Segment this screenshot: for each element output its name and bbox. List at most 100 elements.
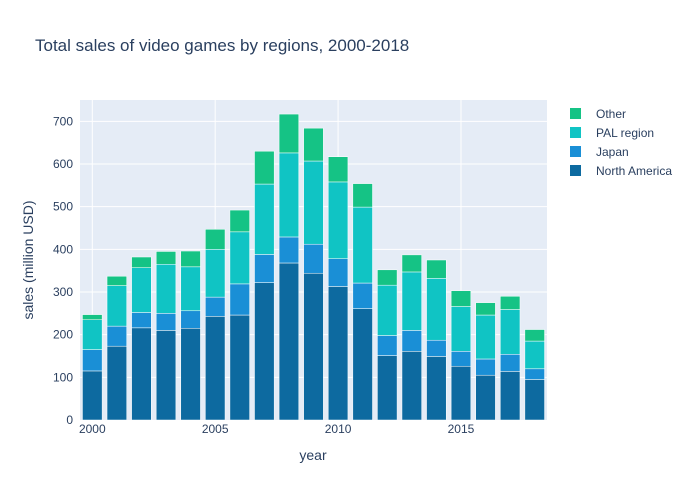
bar-segment[interactable] (82, 370, 103, 421)
bar-segment[interactable] (327, 258, 349, 287)
bar-segment[interactable] (377, 269, 398, 286)
bar-segment[interactable] (229, 231, 250, 285)
bar-segment[interactable] (303, 272, 324, 421)
bar-segment[interactable] (106, 345, 127, 421)
legend-item[interactable]: North America (570, 164, 672, 178)
bar-segment[interactable] (155, 330, 177, 421)
bar-segment[interactable] (524, 340, 545, 370)
bar-segment[interactable] (180, 310, 201, 329)
bar-segment[interactable] (426, 259, 447, 279)
y-tick-label: 400 (53, 242, 73, 256)
bar-segment[interactable] (106, 325, 127, 347)
bar-segment[interactable] (205, 316, 226, 421)
bar-segment[interactable] (426, 339, 447, 357)
bar-segment[interactable] (475, 374, 496, 421)
bar-segment[interactable] (401, 254, 422, 273)
bar-segment[interactable] (131, 256, 152, 268)
series-pal-region (82, 152, 545, 370)
bar-segment[interactable] (450, 290, 472, 307)
bar-segment[interactable] (475, 314, 496, 360)
bar-segment[interactable] (327, 156, 349, 183)
bar-segment[interactable] (401, 271, 422, 331)
bar-segment[interactable] (327, 286, 349, 421)
bar-segment[interactable] (352, 282, 373, 309)
bar-segment[interactable] (377, 284, 398, 336)
bar-segment[interactable] (500, 309, 521, 355)
legend-label: PAL region (596, 126, 654, 140)
bar-segment[interactable] (205, 249, 226, 298)
bar-segment[interactable] (450, 306, 472, 352)
bar-segment[interactable] (254, 254, 275, 283)
bar-segment[interactable] (426, 356, 447, 421)
y-axis-ticks: 0 100 200 300 400 500 600 700 (53, 114, 73, 427)
legend-item[interactable]: Other (570, 107, 626, 121)
x-tick-label: 2010 (325, 422, 352, 436)
bar-segment[interactable] (401, 330, 422, 352)
bar-segment[interactable] (106, 275, 127, 286)
bar-segment[interactable] (180, 250, 201, 268)
y-tick-label: 100 (53, 370, 73, 384)
bar-segment[interactable] (475, 302, 496, 316)
y-tick-label: 600 (53, 157, 73, 171)
legend-label: North America (596, 164, 672, 178)
legend[interactable]: Other PAL region Japan North America (570, 107, 672, 178)
bar-segment[interactable] (82, 314, 103, 320)
bar-segment[interactable] (229, 314, 250, 421)
x-tick-label: 2000 (79, 422, 106, 436)
legend-item[interactable]: Japan (570, 145, 629, 159)
bar-segment[interactable] (278, 236, 300, 264)
bar-segment[interactable] (303, 127, 324, 162)
bars (82, 113, 545, 421)
bar-segment[interactable] (229, 209, 250, 233)
bar-segment[interactable] (303, 243, 324, 274)
chart-title: Total sales of video games by regions, 2… (35, 36, 409, 55)
bar-segment[interactable] (155, 251, 177, 265)
bar-segment[interactable] (500, 354, 521, 372)
bar-segment[interactable] (278, 152, 300, 238)
bar-segment[interactable] (205, 296, 226, 317)
bar-segment[interactable] (303, 160, 324, 245)
bar-segment[interactable] (524, 329, 545, 342)
bar-segment[interactable] (229, 283, 250, 316)
y-tick-label: 0 (66, 413, 73, 427)
bar-segment[interactable] (401, 351, 422, 421)
y-tick-label: 200 (53, 328, 73, 342)
bar-segment[interactable] (205, 229, 226, 250)
bar-segment[interactable] (352, 183, 373, 208)
bar-segment[interactable] (327, 181, 349, 259)
bar-segment[interactable] (180, 266, 201, 312)
bar-segment[interactable] (278, 113, 300, 154)
bar-segment[interactable] (106, 285, 127, 327)
bar-segment[interactable] (352, 206, 373, 284)
bar-segment[interactable] (450, 351, 472, 367)
bar-segment[interactable] (524, 379, 545, 421)
bar-segment[interactable] (426, 278, 447, 341)
bar-segment[interactable] (254, 183, 275, 255)
bar-segment[interactable] (450, 365, 472, 421)
bar-segment[interactable] (377, 355, 398, 421)
legend-label: Japan (596, 145, 629, 159)
bar-segment[interactable] (254, 282, 275, 421)
legend-item[interactable]: PAL region (570, 126, 654, 140)
bar-segment[interactable] (82, 349, 103, 372)
bar-segment[interactable] (500, 371, 521, 421)
y-tick-label: 300 (53, 285, 73, 299)
bar-segment[interactable] (278, 262, 300, 421)
bar-segment[interactable] (131, 267, 152, 313)
bar-segment[interactable] (180, 328, 201, 421)
bar-segment[interactable] (475, 358, 496, 376)
bar-segment[interactable] (155, 264, 177, 314)
bar-segment[interactable] (131, 312, 152, 329)
bar-segment[interactable] (524, 368, 545, 380)
legend-label: Other (596, 107, 626, 121)
x-tick-label: 2015 (448, 422, 475, 436)
x-tick-label: 2005 (202, 422, 229, 436)
bar-segment[interactable] (377, 335, 398, 356)
bar-segment[interactable] (82, 319, 103, 350)
bar-segment[interactable] (131, 327, 152, 421)
y-tick-label: 500 (53, 200, 73, 214)
bar-segment[interactable] (254, 150, 275, 185)
bar-segment[interactable] (352, 308, 373, 421)
bar-segment[interactable] (155, 313, 177, 331)
bar-segment[interactable] (500, 296, 521, 310)
